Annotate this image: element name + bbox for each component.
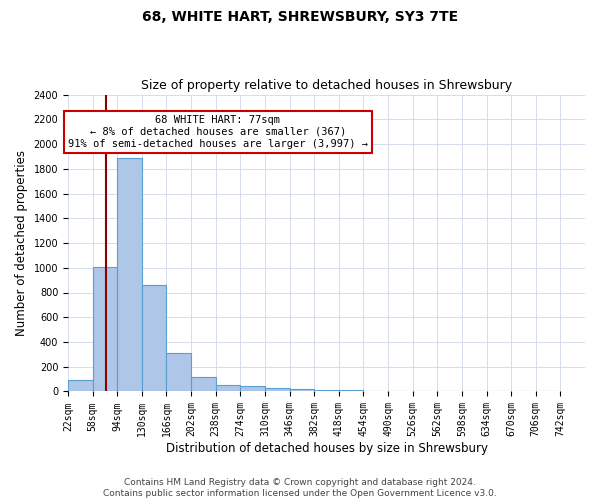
X-axis label: Distribution of detached houses by size in Shrewsbury: Distribution of detached houses by size …: [166, 442, 488, 455]
Bar: [364, 391, 388, 392]
Bar: [68, 380, 92, 392]
Y-axis label: Number of detached properties: Number of detached properties: [15, 150, 28, 336]
Bar: [142, 285, 166, 392]
Bar: [117, 158, 142, 392]
Bar: [92, 266, 117, 392]
Title: Size of property relative to detached houses in Shrewsbury: Size of property relative to detached ho…: [141, 79, 512, 92]
Text: 68, WHITE HART, SHREWSBURY, SY3 7TE: 68, WHITE HART, SHREWSBURY, SY3 7TE: [142, 10, 458, 24]
Bar: [216, 384, 241, 392]
Bar: [339, 390, 364, 392]
Bar: [191, 377, 216, 392]
Bar: [265, 388, 290, 392]
Bar: [314, 390, 339, 392]
Bar: [166, 352, 191, 392]
Text: 68 WHITE HART: 77sqm
← 8% of detached houses are smaller (367)
91% of semi-detac: 68 WHITE HART: 77sqm ← 8% of detached ho…: [68, 116, 368, 148]
Text: Contains HM Land Registry data © Crown copyright and database right 2024.
Contai: Contains HM Land Registry data © Crown c…: [103, 478, 497, 498]
Bar: [290, 389, 314, 392]
Bar: [241, 386, 265, 392]
